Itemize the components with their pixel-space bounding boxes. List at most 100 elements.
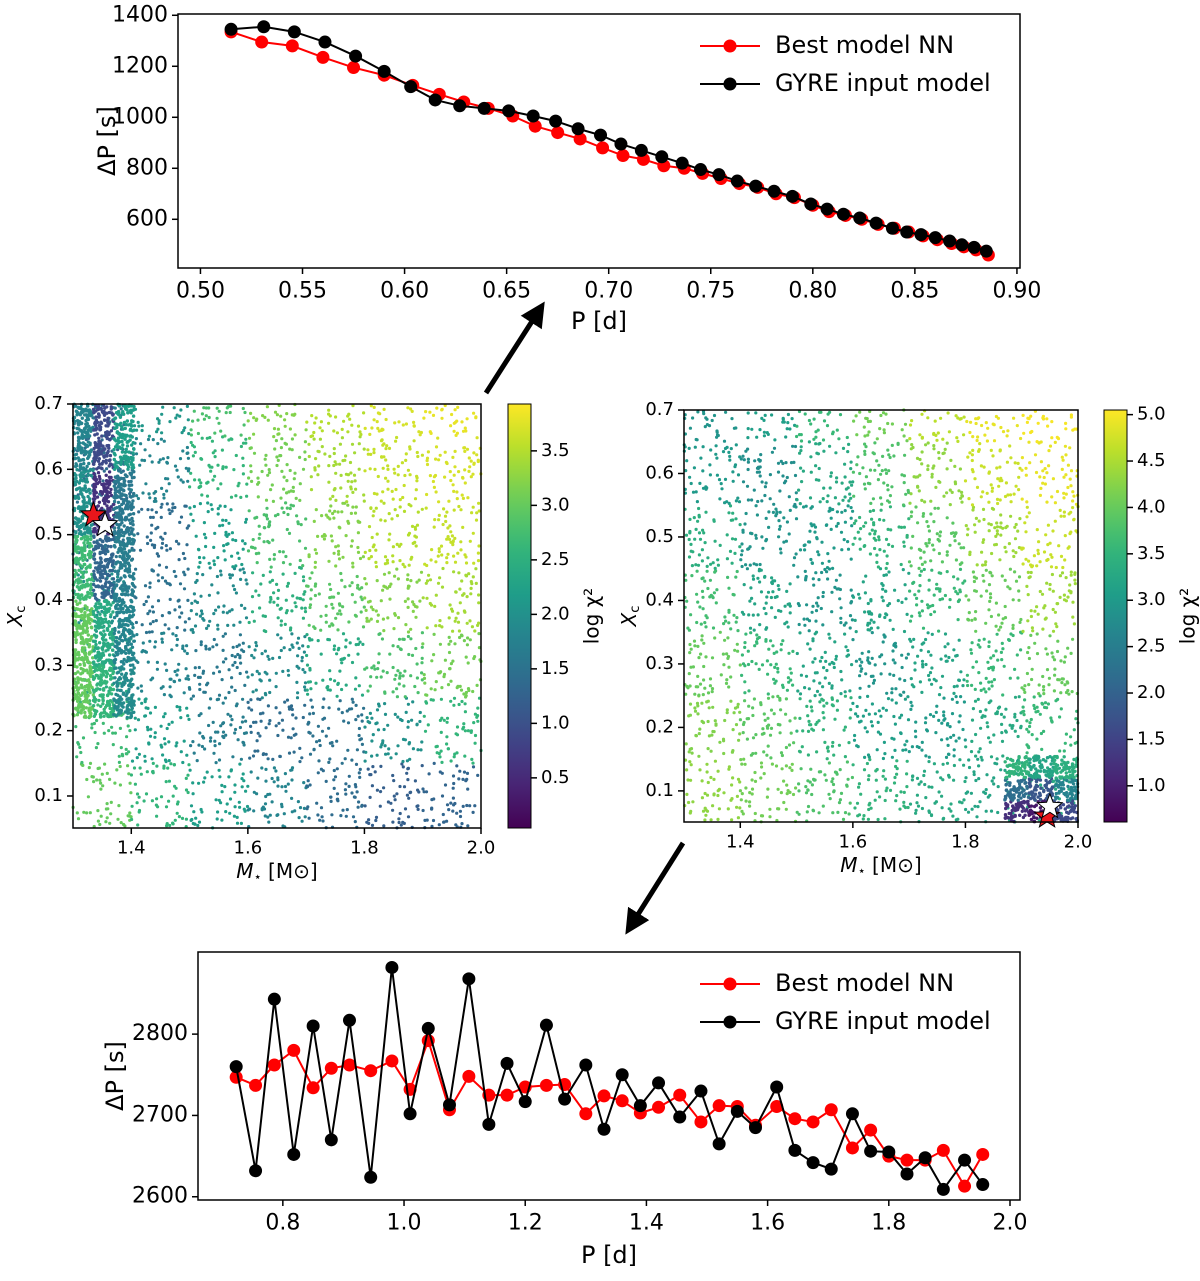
scatter-dot (403, 738, 407, 742)
scatter-dot (171, 794, 175, 798)
scatter-dot (94, 529, 98, 534)
scatter-dot (327, 412, 331, 416)
scatter-dot (97, 617, 101, 622)
scatter-dot (327, 464, 331, 468)
scatter-dot (272, 766, 276, 770)
scatter-dot (163, 579, 168, 583)
scatter-dot (214, 798, 218, 802)
scatter-dot (353, 511, 358, 515)
scatter-dot (275, 463, 279, 468)
scatter-dot (104, 807, 108, 811)
scatter-dot (312, 519, 316, 524)
scatter-dot (131, 670, 135, 674)
scatter-dot (155, 814, 159, 818)
scatter-dot (114, 555, 118, 559)
data-point (428, 93, 442, 107)
scatter-dot (276, 633, 280, 637)
scatter-dot (382, 501, 386, 505)
scatter-dot (164, 544, 168, 548)
scatter-dot (167, 722, 171, 727)
scatter-dot (477, 632, 481, 636)
scatter-dot (474, 518, 479, 522)
scatter-dot (168, 611, 172, 615)
scatter-dot (264, 453, 268, 457)
scatter-dot (298, 565, 302, 570)
scatter-dot (183, 628, 187, 632)
x-tick-label: 0.55 (278, 279, 327, 304)
scatter-dot (113, 422, 118, 426)
scatter-dot (407, 563, 411, 567)
scatter-dot (165, 822, 169, 826)
scatter-dot (210, 583, 214, 587)
scatter-dot (193, 673, 197, 678)
scatter-dot (101, 698, 105, 702)
scatter-dot (159, 724, 163, 728)
scatter-dot (477, 509, 481, 513)
scatter-dot (219, 429, 223, 433)
scatter-dot (112, 526, 117, 530)
scatter-dot (272, 780, 276, 784)
y-axis-label: ΔP [s] (93, 106, 121, 176)
scatter-dot (207, 723, 211, 728)
scatter-dot (381, 669, 385, 673)
scatter-dot (466, 824, 470, 828)
scatter-dot (283, 424, 287, 428)
scatter-dot (445, 735, 449, 739)
scatter-dot (111, 552, 115, 556)
scatter-dot (295, 596, 299, 600)
scatter-dot (112, 580, 116, 584)
scatter-dot (268, 600, 272, 604)
scatter-dot (345, 709, 349, 713)
scatter-dot (283, 772, 287, 776)
scatter-dot (351, 700, 355, 704)
scatter-dot (353, 820, 357, 824)
scatter-dot (128, 679, 133, 683)
scatter-dot (375, 420, 379, 424)
scatter-dot (79, 524, 83, 528)
scatter-dot (198, 731, 202, 735)
scatter-dot (284, 554, 288, 559)
scatter-dot (96, 819, 100, 823)
scatter-dot (137, 752, 141, 756)
scatter-dot (184, 776, 188, 781)
scatter-dot (425, 462, 430, 467)
scatter-dot (451, 455, 455, 459)
scatter-dot (192, 409, 196, 413)
scatter-dot (383, 690, 387, 694)
scatter-dot (379, 518, 383, 522)
scatter-dot (204, 647, 208, 651)
data-point (571, 122, 585, 136)
scatter-dot (84, 467, 88, 471)
data-point (453, 99, 467, 113)
scatter-dot (420, 631, 424, 635)
scatter-dot (88, 441, 92, 445)
scatter-dot (221, 730, 226, 734)
scatter-dot (79, 537, 84, 541)
scatter-dot (403, 473, 407, 478)
scatter-dot (224, 465, 228, 469)
scatter-dot (328, 741, 332, 745)
scatter-dot (113, 597, 117, 602)
scatter-dot (350, 480, 354, 484)
scatter-dot (475, 683, 479, 688)
scatter-dot (74, 725, 78, 729)
scatter-dot (107, 668, 112, 672)
scatter-dot (424, 410, 428, 414)
scatter-dot (328, 582, 332, 586)
scatter-dot (251, 754, 256, 758)
scatter-dot (252, 619, 256, 623)
scatter-dot (266, 815, 270, 819)
scatter-dot (310, 571, 314, 575)
scatter-dot (185, 543, 189, 547)
scatter-dot (219, 801, 223, 805)
scatter-dot (84, 437, 88, 442)
scatter-dot (458, 635, 462, 640)
scatter-dot (153, 640, 158, 644)
label-main: X (3, 611, 27, 627)
scatter-dot (350, 423, 354, 427)
scatter-dot (177, 558, 181, 562)
scatter-dot (78, 474, 83, 478)
scatter-dot (425, 818, 429, 822)
scatter-dot (161, 405, 165, 409)
scatter-dot (267, 657, 271, 661)
